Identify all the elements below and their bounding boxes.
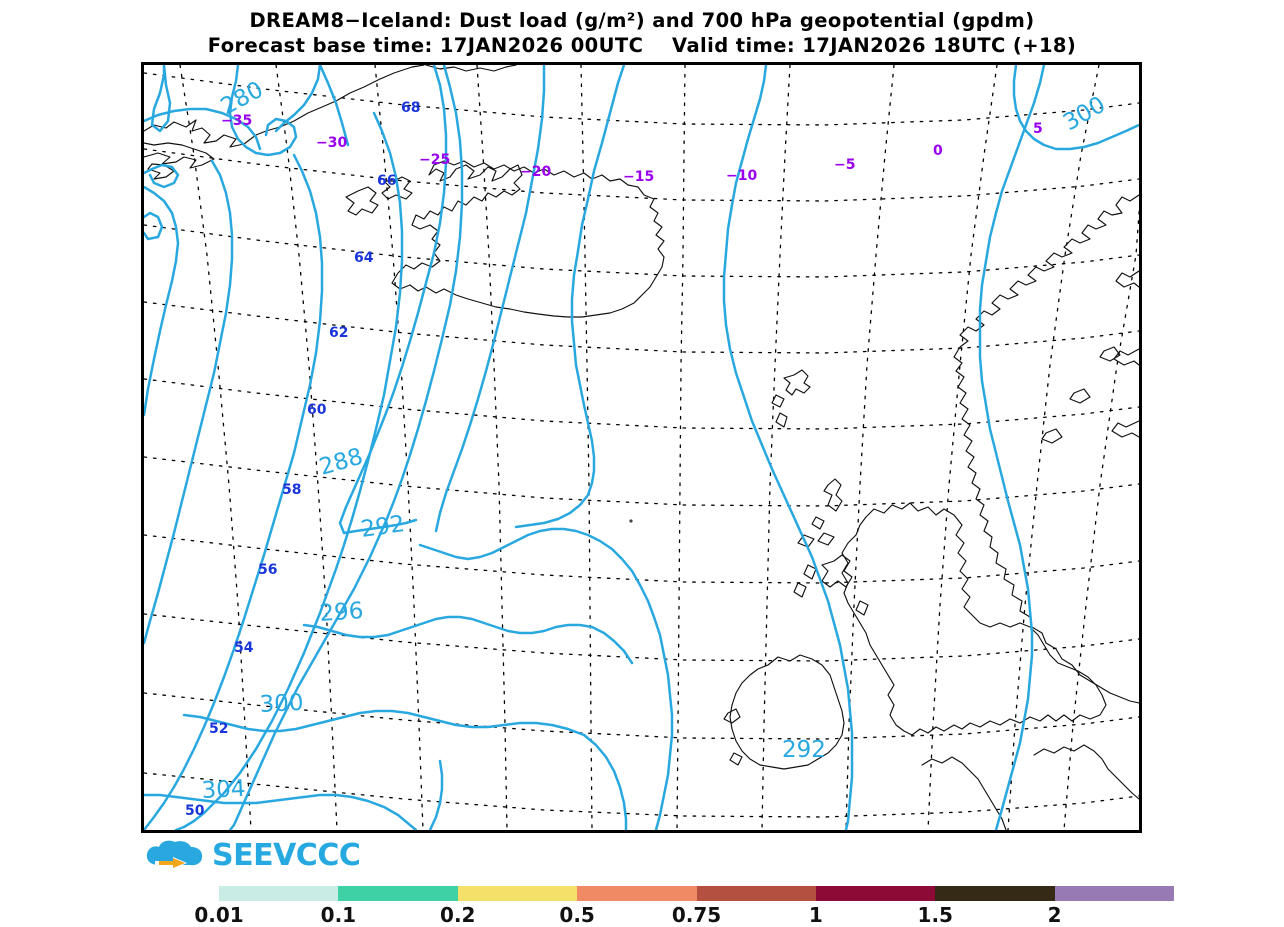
lat-label-66: 66	[377, 173, 396, 189]
contour-label-292: 292	[359, 511, 406, 543]
colorbar-swatch	[577, 886, 697, 901]
coastline-continental-europe	[921, 744, 1139, 830]
coastline-ireland	[723, 654, 845, 770]
colorbar-swatch	[815, 886, 936, 901]
graticule-parallels	[144, 72, 1139, 818]
colorbar-swatch	[219, 886, 339, 901]
contour-label-300: 300	[259, 690, 304, 718]
title-line-2: Forecast base time: 17JAN2026 00UTC Vali…	[207, 34, 1077, 57]
colorbar-swatch	[338, 886, 458, 901]
colorbar-tick-label: 0.5	[559, 903, 595, 927]
colorbar-tick-label: 2	[1047, 903, 1062, 927]
colorbar-tick-label: 0.1	[320, 903, 357, 927]
coastline-shetland-orkney	[797, 478, 843, 548]
dust-load-colorbar: 0.01 0.1 0.2 0.5 0.75 1 1.5 2	[194, 886, 1174, 927]
geopotential-contours	[144, 65, 1139, 830]
lat-label-64: 64	[354, 250, 374, 266]
lat-label-52: 52	[209, 721, 228, 737]
coastline-great-britain	[793, 502, 1107, 736]
colorbar-tick-label: 1.5	[917, 903, 953, 927]
colorbar-swatch	[696, 886, 816, 901]
lon-label-m35: −35	[221, 113, 252, 129]
geopotential-contour-labels: 280 288 292 296 300 304 292 300	[201, 77, 1110, 804]
lat-label-56: 56	[258, 562, 277, 578]
coastline-faroe-islands	[771, 369, 811, 428]
colorbar-tick-label: 0.01	[194, 903, 244, 927]
lat-label-50: 50	[185, 803, 205, 819]
graticule-meridians	[179, 65, 1139, 830]
colorbar-tick-label: 0.2	[440, 903, 476, 927]
lon-label-5: 5	[1033, 121, 1043, 137]
contour-label-304: 304	[201, 776, 246, 804]
contour-label-292-uk: 292	[782, 737, 826, 763]
page-title: DREAM8−Iceland: Dust load (g/m²) and 700…	[0, 8, 1284, 58]
lon-label-m15: −15	[623, 169, 654, 185]
colorbar-tick-labels: 0.01 0.1 0.2 0.5 0.75 1 1.5 2	[194, 903, 1174, 927]
colorbar-swatch	[935, 886, 1055, 901]
map-canvas: .coast{fill:none;stroke:#111;stroke-widt…	[144, 65, 1139, 830]
lon-label-m20: −20	[520, 164, 551, 180]
lat-label-58: 58	[282, 482, 301, 498]
contour-label-296: 296	[319, 598, 365, 627]
colorbar-tick-label: 0.75	[671, 903, 722, 927]
seevccc-logo-text: SEEVCCC	[212, 838, 361, 873]
contour-label-288: 288	[316, 444, 365, 481]
colorbar-swatches	[219, 886, 1174, 901]
lat-label-60: 60	[307, 402, 327, 418]
contour-label-300-ne: 300	[1059, 92, 1110, 136]
lon-label-0: 0	[933, 143, 943, 159]
seevccc-logo: SEEVCCC	[143, 836, 361, 876]
lat-label-62: 62	[329, 325, 348, 341]
lat-label-68: 68	[401, 100, 420, 116]
colorbar-tick-label: 1	[808, 903, 823, 927]
latitude-labels: 68 66 64 62 60 58 56 54 52 50	[185, 100, 420, 819]
longitude-labels: −35 −30 −25 −20 −15 −10 −5 0 5	[221, 113, 1043, 185]
lon-label-m30: −30	[316, 135, 347, 151]
coastline-norway	[953, 194, 1139, 704]
coastline-greenland	[144, 65, 517, 180]
colorbar-swatch	[1054, 886, 1174, 901]
lon-label-m5: −5	[834, 157, 855, 173]
title-line-1: DREAM8−Iceland: Dust load (g/m²) and 700…	[249, 9, 1035, 32]
map-center-dot	[629, 519, 633, 523]
lat-label-54: 54	[234, 640, 254, 656]
lon-label-m25: −25	[419, 152, 450, 168]
cloud-arrow-icon	[143, 839, 205, 873]
lon-label-m10: −10	[726, 168, 757, 184]
colorbar-swatch	[457, 886, 578, 901]
map-plot-frame[interactable]: .coast{fill:none;stroke:#111;stroke-widt…	[141, 62, 1142, 833]
